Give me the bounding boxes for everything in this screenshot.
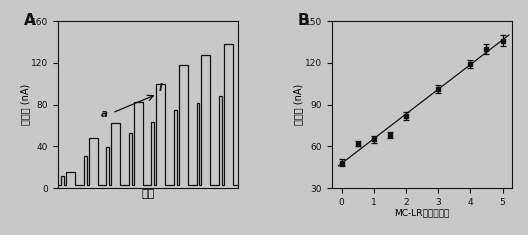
Y-axis label: 光电流 (nA): 光电流 (nA) (20, 84, 30, 125)
Y-axis label: 光电流 (nA): 光电流 (nA) (294, 84, 304, 125)
Text: a: a (101, 109, 108, 119)
Text: A: A (24, 13, 35, 28)
Text: i: i (159, 83, 163, 93)
Text: B: B (298, 13, 309, 28)
X-axis label: MC-LR浓度的对数: MC-LR浓度的对数 (394, 208, 450, 217)
X-axis label: 时间: 时间 (142, 189, 155, 199)
